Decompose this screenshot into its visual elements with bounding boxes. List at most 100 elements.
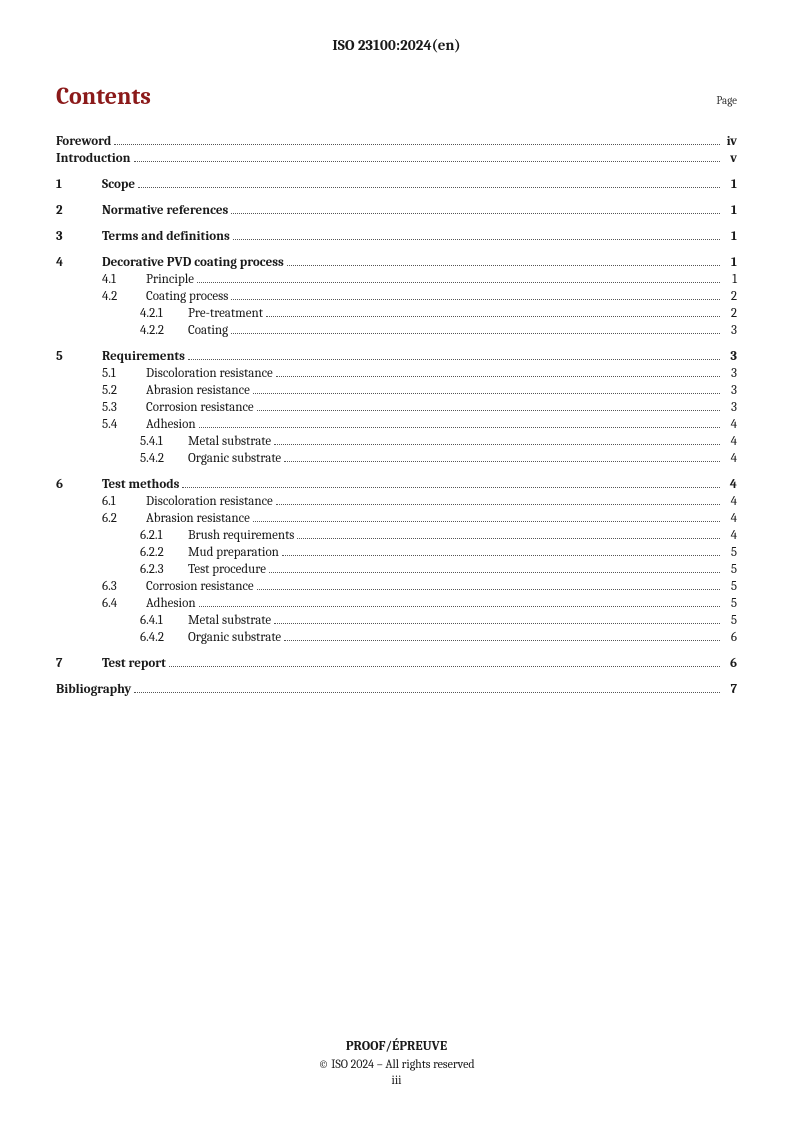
toc-page: 5 [723,546,737,561]
toc-entry[interactable]: 6Test methods4 [56,477,737,493]
toc-group-gap [56,468,737,477]
toc-page: 4 [723,529,737,544]
toc-leader [276,494,720,505]
toc-entry[interactable]: Bibliography7 [56,682,737,698]
toc-entry[interactable]: 6.4.2Organic substrate6 [56,630,737,646]
toc-label: Test procedure [188,563,266,578]
toc-entry[interactable]: Introductionv [56,151,737,167]
toc-number: 4.1 [102,273,146,288]
toc-entry[interactable]: 6.4Adhesion5 [56,596,737,612]
toc-page: 3 [723,324,737,339]
toc-entry[interactable]: 4.2Coating process2 [56,289,737,305]
toc-number: 5.3 [102,401,146,416]
toc-number: 6.2.1 [140,529,188,544]
toc-label: Terms and definitions [102,230,230,245]
toc-group-gap [56,246,737,255]
toc-entry[interactable]: 4.2.2Coating 3 [56,323,737,339]
toc-leader [138,177,720,188]
toc-entry[interactable]: 7Test report6 [56,656,737,672]
toc-leader [282,545,720,556]
toc-leader [284,451,720,462]
toc-number: 6.4 [102,597,146,612]
toc-number: 2 [56,204,102,219]
toc-label: Discoloration resistance [146,367,273,382]
toc-entry[interactable]: 5.4Adhesion4 [56,417,737,433]
toc-leader [233,229,720,240]
toc-leader [253,511,720,522]
toc-entry[interactable]: 6.3Corrosion resistance5 [56,579,737,595]
toc-page: 5 [723,563,737,578]
toc-entry[interactable]: 6.1Discoloration resistance4 [56,494,737,510]
toc-number: 4 [56,256,102,271]
toc-number: 5.4.2 [140,452,188,467]
toc-entry[interactable]: 4.2.1Pre-treatment2 [56,306,737,322]
toc-leader [231,203,720,214]
toc-label: Organic substrate [188,452,281,467]
toc-number: 4.2.2 [140,324,188,339]
toc-leader [114,134,720,145]
toc-number: 5 [56,350,102,365]
toc-label: Foreword [56,135,111,150]
toc-entry[interactable]: 2Normative references1 [56,203,737,219]
toc-group-gap [56,340,737,349]
toc-label: Adhesion [146,597,196,612]
toc-entry[interactable]: 5Requirements3 [56,349,737,365]
toc-entry[interactable]: 5.1Discoloration resistance3 [56,366,737,382]
toc-page: 4 [723,435,737,450]
toc-entry[interactable]: 5.4.1Metal substrate4 [56,434,737,450]
toc-entry[interactable]: 5.4.2Organic substrate 4 [56,451,737,467]
toc-entry[interactable]: 6.2.2Mud preparation5 [56,545,737,561]
toc-leader [231,323,720,334]
toc-entry[interactable]: 1Scope1 [56,177,737,193]
toc-leader [284,630,720,641]
toc-number: 6.4.1 [140,614,188,629]
toc-number: 6.3 [102,580,146,595]
toc-page: 4 [723,478,737,493]
page-column-label: Page [716,94,737,107]
toc-entry[interactable]: 4.1Principle1 [56,272,737,288]
toc-label: Abrasion resistance [146,512,250,527]
toc-number: 6.2 [102,512,146,527]
toc-leader [257,579,720,590]
toc-entry[interactable]: 5.3Corrosion resistance3 [56,400,737,416]
toc-leader [297,528,720,539]
toc-number: 6.1 [102,495,146,510]
toc-number: 5.1 [102,367,146,382]
toc-entry[interactable]: 3Terms and definitions1 [56,229,737,245]
toc-leader [197,272,720,283]
toc-entry[interactable]: 5.2Abrasion resistance3 [56,383,737,399]
toc-page: iv [723,135,737,150]
toc-label: Organic substrate [188,631,281,646]
toc-entry[interactable]: 4Decorative PVD coating process 1 [56,255,737,271]
toc-leader [269,562,720,573]
toc-label: Corrosion resistance [146,580,254,595]
toc-label: Coating [188,324,228,339]
toc-leader [199,596,720,607]
toc-number: 4.2.1 [140,307,188,322]
toc-leader [231,289,720,300]
page-number: iii [0,1072,793,1088]
toc-entry[interactable]: Foreword iv [56,134,737,150]
toc-page: 4 [723,452,737,467]
proof-label: PROOF/ÉPREUVE [0,1038,793,1056]
toc-label: Metal substrate [188,435,271,450]
toc-label: Discoloration resistance [146,495,273,510]
toc-label: Normative references [102,204,228,219]
toc-label: Mud preparation [188,546,279,561]
toc-entry[interactable]: 6.4.1Metal substrate5 [56,613,737,629]
toc-entry[interactable]: 6.2.1Brush requirements4 [56,528,737,544]
toc-entry[interactable]: 6.2Abrasion resistance4 [56,511,737,527]
toc-label: Decorative PVD coating process [102,256,284,271]
toc-page: 3 [723,384,737,399]
toc-page: 6 [723,657,737,672]
toc-page: 1 [723,256,737,271]
toc-number: 6.2.3 [140,563,188,578]
toc-leader [182,477,720,488]
toc-page: 6 [723,631,737,646]
toc-leader [199,417,720,428]
toc-number: 5.4 [102,418,146,433]
toc-entry[interactable]: 6.2.3Test procedure 5 [56,562,737,578]
toc-page: v [723,152,737,167]
toc-label: Corrosion resistance [146,401,254,416]
toc-label: Requirements [102,350,185,365]
